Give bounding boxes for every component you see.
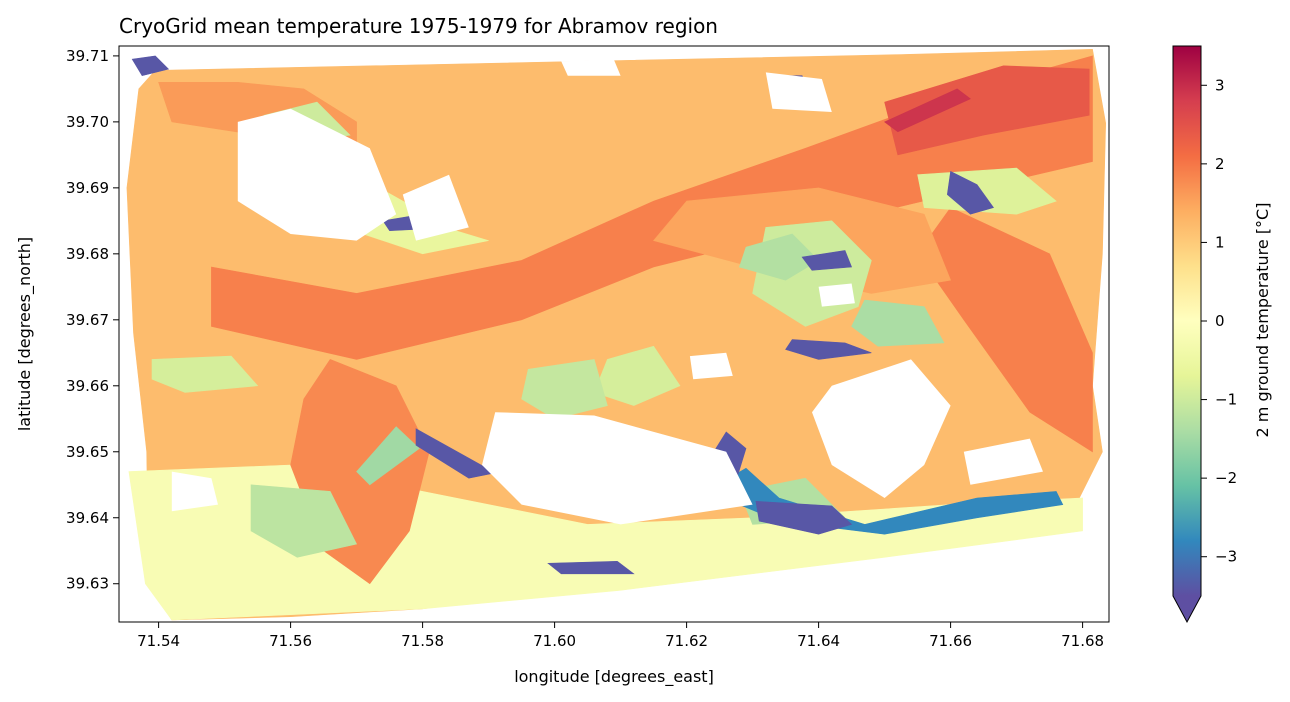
temperature-region-9	[739, 233, 820, 281]
no-data-region-6	[963, 438, 1043, 485]
temperature-region-13	[521, 359, 608, 420]
temperature-region-3	[884, 65, 1090, 156]
no-data-region-7	[171, 471, 218, 512]
colorbar-gradient	[1173, 46, 1201, 596]
no-data-region-0	[237, 108, 397, 241]
temperature-region-27	[785, 339, 872, 360]
x-tick-label-1: 71.56	[269, 632, 312, 650]
x-axis: 71.54 71.56 71.58 71.60 71.62 71.64 71.66 71.68	[137, 622, 1104, 650]
x-tick-label-4: 71.62	[665, 632, 708, 650]
x-tick-label-2: 71.58	[401, 632, 444, 650]
y-tick-label-0: 39.63	[66, 575, 109, 593]
colorbar: −3 −2 −1 0 1 2 3	[1172, 45, 1237, 624]
y-tick-label-7: 39.70	[66, 113, 109, 131]
y-tick-label-1: 39.64	[66, 509, 109, 527]
colorbar-tick-label-6: 3	[1215, 76, 1225, 94]
plot-frame	[118, 45, 1110, 623]
no-data-region-2	[765, 72, 832, 112]
colorbar-outline	[1172, 45, 1202, 624]
x-tick-label-0: 71.54	[137, 632, 180, 650]
y-tick-label-4: 39.67	[66, 311, 109, 329]
colorbar-tick-label-4: 1	[1215, 233, 1225, 251]
x-tick-label-7: 71.68	[1061, 632, 1104, 650]
y-tick-label-3: 39.66	[66, 377, 109, 395]
x-tick-label-6: 71.66	[929, 632, 972, 650]
no-data-region-1	[402, 174, 469, 241]
x-tick-label-3: 71.60	[533, 632, 576, 650]
colorbar-tick-label-5: 2	[1215, 155, 1225, 173]
temperature-region-23	[415, 428, 497, 479]
temperature-region-21	[755, 500, 853, 535]
y-tick-label-5: 39.68	[66, 245, 109, 263]
no-data-region-8	[689, 352, 733, 380]
y-tick-label-6: 39.69	[66, 179, 109, 197]
y-tick-label-8: 39.71	[66, 47, 109, 65]
temperature-region-29	[131, 55, 170, 77]
y-axis-label: latitude [degrees_north]	[15, 237, 35, 431]
temperature-region-26	[801, 250, 853, 271]
x-axis-label: longitude [degrees_east]	[514, 667, 714, 687]
temperature-region-24	[547, 560, 635, 575]
chart-title: CryoGrid mean temperature 1975-1979 for …	[119, 14, 718, 38]
x-tick-label-5: 71.64	[797, 632, 840, 650]
temperature-region-28	[946, 170, 994, 215]
no-data-region-9	[818, 283, 855, 307]
colorbar-extend-min	[1173, 596, 1201, 622]
temperature-region-31	[884, 88, 971, 133]
y-axis: 39.63 39.64 39.65 39.66 39.67 39.68 39.69 39.70…	[66, 47, 119, 593]
no-data-region-4	[482, 412, 753, 525]
colorbar-tick-label-2: −1	[1215, 391, 1237, 409]
colorbar-tick-label-0: −3	[1215, 548, 1237, 566]
colorbar-tick-label-3: 0	[1215, 312, 1225, 330]
temperature-region-2	[211, 55, 1093, 360]
no-data-region-3	[561, 59, 621, 76]
colorbar-label: 2 m ground temperature [°C]	[1253, 203, 1272, 438]
temperature-region-16	[250, 484, 358, 558]
y-tick-label-2: 39.65	[66, 443, 109, 461]
temperature-region-14	[851, 299, 945, 347]
no-data-region-5	[812, 359, 951, 498]
temperature-region-15	[151, 355, 259, 393]
colorbar-tick-label-1: −2	[1215, 469, 1237, 487]
temperature-region-17	[356, 426, 420, 486]
temperature-map	[126, 48, 1107, 621]
